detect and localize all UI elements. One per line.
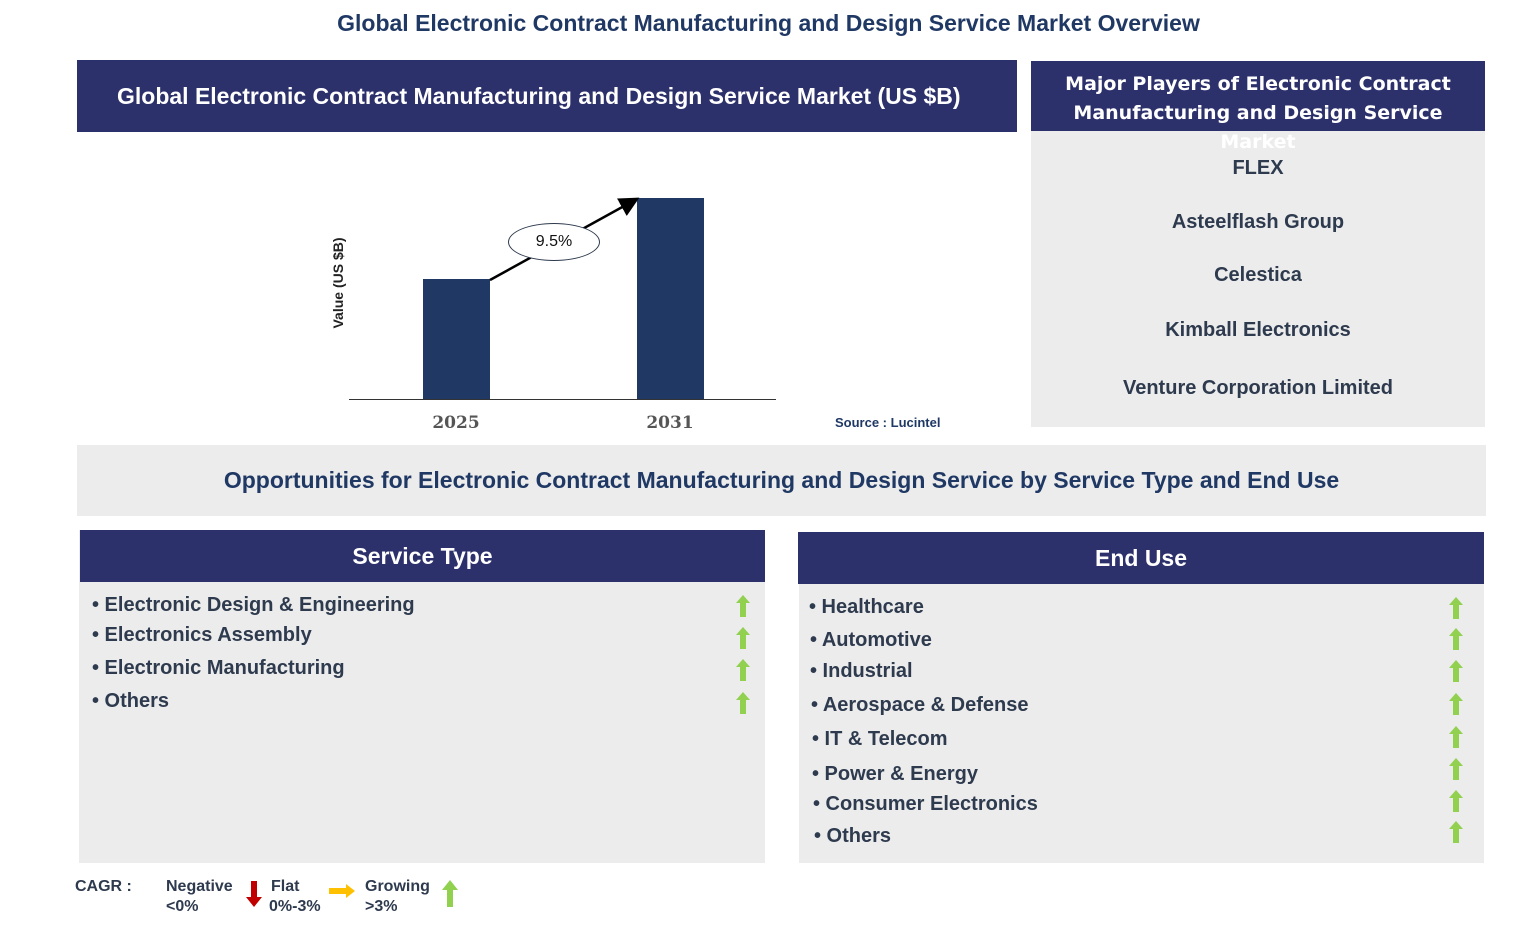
players-list: FLEX Asteelflash Group Celestica Kimball… <box>1031 131 1485 427</box>
service-type-header: Service Type <box>80 530 765 582</box>
up-arrow-icon <box>1449 597 1463 619</box>
up-arrow-icon <box>1449 693 1463 715</box>
player-item: Venture Corporation Limited <box>1122 377 1394 399</box>
players-header-overflow: Market <box>1220 131 1296 153</box>
end-use-item: • Automotive <box>810 629 932 651</box>
up-arrow-icon <box>1449 758 1463 780</box>
x-axis-line <box>349 399 776 400</box>
player-item: Kimball Electronics <box>1165 319 1351 341</box>
up-arrow-icon <box>1449 726 1463 748</box>
service-type-panel <box>79 530 765 863</box>
end-use-item: • Others <box>814 825 892 847</box>
cagr-label: 9.5% <box>508 223 600 261</box>
player-item: Celestica <box>1214 264 1302 286</box>
x-tick-2031: 2031 <box>646 413 694 433</box>
players-header-line1: Major Players of Electronic Contract <box>1065 73 1451 95</box>
end-use-header-text: End Use <box>1094 544 1188 571</box>
opportunities-title-text: Opportunities for Electronic Contract Ma… <box>223 467 1340 493</box>
up-arrow-icon <box>736 627 750 649</box>
up-arrow-icon <box>442 880 458 907</box>
legend-label: CAGR : <box>75 878 132 895</box>
up-arrow-icon <box>736 692 750 714</box>
up-arrow-icon <box>736 659 750 681</box>
up-arrow-icon <box>1449 790 1463 812</box>
end-use-panel <box>799 532 1484 863</box>
legend-negative-title: Negative <box>166 878 233 895</box>
legend-negative-range: <0% <box>166 898 199 915</box>
bar-chart: Value (US $B) 2025 2031 9.5% <box>300 150 800 440</box>
bar-2025 <box>423 279 490 399</box>
x-tick-2025: 2025 <box>432 413 480 433</box>
up-arrow-icon <box>1449 821 1463 843</box>
end-use-item: • Healthcare <box>809 596 924 618</box>
up-arrow-icon <box>1449 628 1463 650</box>
source-label: Source : Lucintel <box>835 415 941 430</box>
chart-header-text: Global Electronic Contract Manufacturing… <box>117 82 961 109</box>
service-type-item: • Electronics Assembly <box>92 624 312 646</box>
up-arrow-icon <box>1449 660 1463 682</box>
players-header-line2: Manufacturing and Design Service <box>1073 102 1443 124</box>
player-item: FLEX <box>1232 157 1284 179</box>
end-use-item: • IT & Telecom <box>812 728 948 750</box>
service-type-item: • Others <box>92 690 170 712</box>
player-item: Asteelflash Group <box>1171 211 1345 233</box>
cagr-value: 9.5% <box>535 233 573 250</box>
up-arrow-icon <box>736 595 750 617</box>
end-use-item: • Consumer Electronics <box>813 793 1038 815</box>
legend-growing-range: >3% <box>365 898 398 915</box>
legend-flat-range: 0%-3% <box>269 898 321 915</box>
cagr-arrow-icon <box>489 197 640 282</box>
bar-2031 <box>637 198 704 399</box>
right-arrow-icon <box>329 884 355 898</box>
players-header: Major Players of Electronic Contract Man… <box>1031 61 1485 131</box>
page-title: Global Electronic Contract Manufacturing… <box>337 10 1200 36</box>
chart-header: Global Electronic Contract Manufacturing… <box>77 60 1017 132</box>
cagr-legend: CAGR : Negative <0% Flat 0%-3% Growing >… <box>75 877 475 922</box>
opportunities-title: Opportunities for Electronic Contract Ma… <box>77 445 1486 516</box>
legend-flat-title: Flat <box>271 878 300 895</box>
service-type-item: • Electronic Design & Engineering <box>92 594 415 616</box>
end-use-header: End Use <box>798 532 1484 584</box>
end-use-item: • Aerospace & Defense <box>811 694 1029 716</box>
end-use-item: • Industrial <box>810 660 913 682</box>
service-type-item: • Electronic Manufacturing <box>92 657 345 679</box>
service-type-header-text: Service Type <box>352 542 493 569</box>
legend-growing-title: Growing <box>365 878 430 895</box>
down-arrow-icon <box>246 881 262 907</box>
end-use-item: • Power & Energy <box>812 763 978 785</box>
